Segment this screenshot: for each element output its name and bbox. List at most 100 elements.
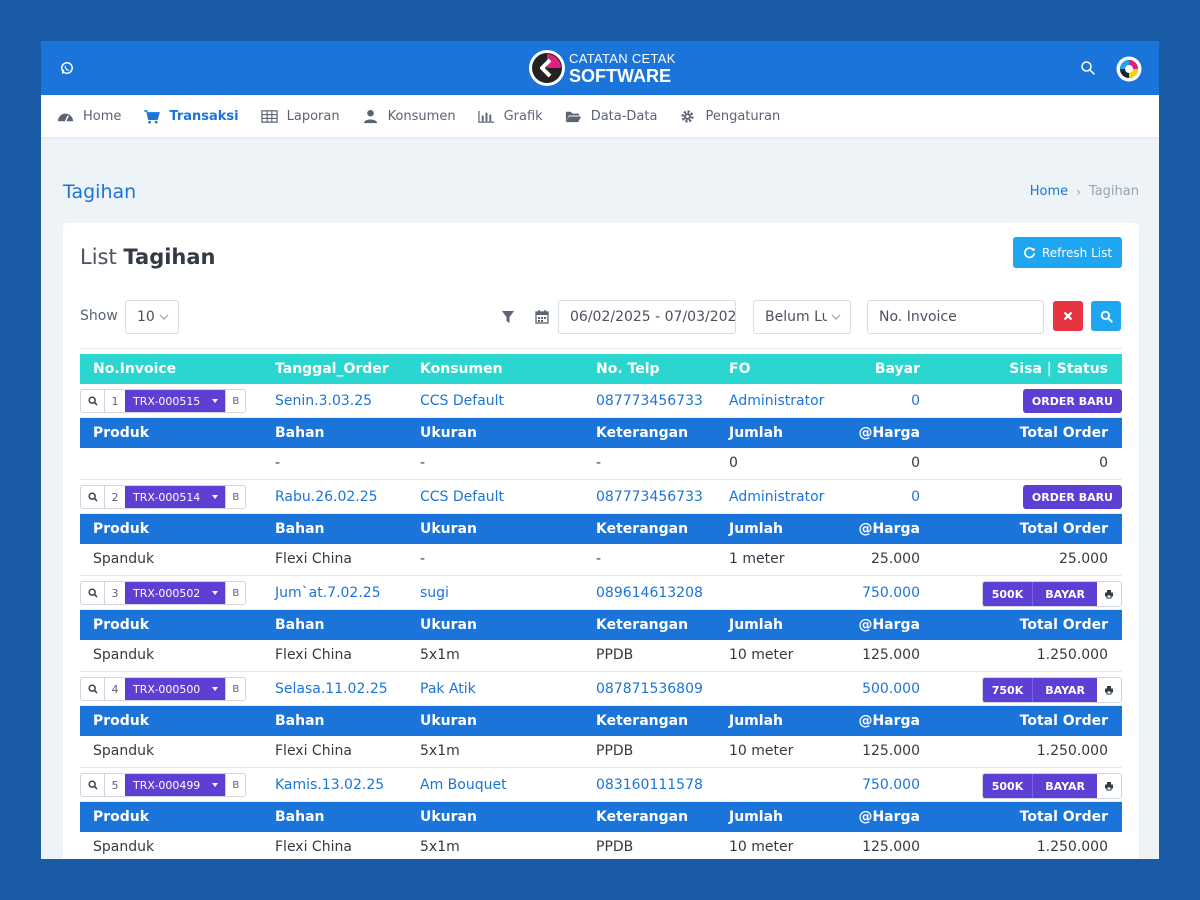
- sub-header-note: Keterangan: [596, 425, 689, 441]
- col-header-status[interactable]: Sisa | Status: [1009, 361, 1108, 377]
- refresh-list-button[interactable]: Refresh List: [1013, 237, 1122, 268]
- invoice-button-group: 5 TRX-000499 B: [80, 773, 247, 797]
- view-invoice-button[interactable]: [81, 486, 105, 508]
- search-icon: [87, 396, 98, 406]
- product-header-row: Produk Bahan Ukuran Keterangan Jumlah @H…: [80, 418, 1122, 448]
- sub-header-price: @Harga: [858, 425, 920, 441]
- whatsapp-icon[interactable]: [60, 61, 74, 75]
- nav-item-data-data[interactable]: Data-Data: [565, 109, 657, 124]
- sub-header-material: Bahan: [275, 425, 325, 441]
- clear-filter-button[interactable]: [1053, 301, 1083, 331]
- invoice-dropdown-button[interactable]: TRX-000502: [125, 582, 226, 604]
- product-row: Spanduk Flexi China 5x1m PPDB 10 meter 1…: [80, 832, 1122, 859]
- chevron-down-icon: [159, 314, 169, 320]
- view-invoice-button[interactable]: [81, 582, 105, 604]
- pay-button[interactable]: BAYAR: [1032, 582, 1097, 606]
- nav-item-grafik[interactable]: Grafik: [477, 109, 543, 124]
- invoice-b-button[interactable]: B: [225, 678, 245, 700]
- search-icon: [87, 780, 98, 790]
- customer-link[interactable]: CCS Default: [420, 489, 505, 505]
- product-price: 125.000: [862, 839, 920, 855]
- product-price: 25.000: [871, 551, 920, 567]
- table-row: 3 TRX-000502 B Jum`at.7.02.25 sugi 08961…: [80, 576, 1122, 610]
- col-header-fo[interactable]: FO: [729, 361, 751, 377]
- product-material: Flexi China: [275, 743, 352, 759]
- customer-link[interactable]: Pak Atik: [420, 681, 476, 697]
- print-button[interactable]: [1097, 678, 1121, 702]
- invoice-dropdown-button[interactable]: TRX-000515: [125, 390, 226, 412]
- phone-link[interactable]: 087871536809: [596, 681, 703, 697]
- user-avatar-icon[interactable]: [1116, 56, 1142, 82]
- customer-link[interactable]: Am Bouquet: [420, 777, 507, 793]
- close-icon: [1063, 311, 1073, 321]
- invoice-dropdown-button[interactable]: TRX-000499: [125, 774, 226, 796]
- status-badge[interactable]: ORDER BARU: [1022, 389, 1122, 413]
- invoice-dropdown-button[interactable]: TRX-000500: [125, 678, 226, 700]
- phone-link[interactable]: 089614613208: [596, 585, 703, 601]
- nav-item-home[interactable]: Home: [57, 109, 121, 124]
- sub-header-price: @Harga: [858, 713, 920, 729]
- search-icon[interactable]: [1080, 60, 1096, 76]
- product-material: Flexi China: [275, 551, 352, 567]
- product-total: 1.250.000: [1036, 647, 1108, 663]
- sub-header-qty: Jumlah: [729, 521, 783, 537]
- page-title: Tagihan: [63, 181, 137, 203]
- col-header-customer[interactable]: Konsumen: [420, 361, 503, 377]
- search-button[interactable]: [1091, 301, 1121, 331]
- phone-link[interactable]: 087773456733: [596, 393, 703, 409]
- col-header-phone[interactable]: No. Telp: [596, 361, 660, 377]
- product-total: 1.250.000: [1036, 743, 1108, 759]
- view-invoice-button[interactable]: [81, 390, 105, 412]
- sub-header-price: @Harga: [858, 617, 920, 633]
- invoice-b-button[interactable]: B: [225, 486, 245, 508]
- view-invoice-button[interactable]: [81, 678, 105, 700]
- sub-header-product: Produk: [93, 713, 150, 729]
- view-invoice-button[interactable]: [81, 774, 105, 796]
- print-button[interactable]: [1097, 582, 1121, 606]
- product-row: - - - 0 0 0: [80, 448, 1122, 480]
- sub-header-total: Total Order: [1019, 617, 1108, 633]
- invoice-dropdown-button[interactable]: TRX-000514: [125, 486, 226, 508]
- nav-item-konsumen[interactable]: Konsumen: [362, 109, 456, 124]
- search-icon: [1100, 310, 1113, 323]
- refresh-list-label: Refresh List: [1041, 245, 1113, 260]
- nav-item-laporan[interactable]: Laporan: [260, 109, 340, 124]
- invoice-b-button[interactable]: B: [225, 582, 245, 604]
- folder-open-icon: [565, 111, 581, 122]
- invoice-search-input[interactable]: [867, 300, 1044, 334]
- sub-header-size: Ukuran: [420, 713, 477, 729]
- table-row: 1 TRX-000515 B Senin.3.03.25 CCS Default…: [80, 384, 1122, 418]
- invoice-button-group: 4 TRX-000500 B: [80, 677, 247, 701]
- col-header-invoice[interactable]: No.Invoice: [93, 361, 177, 377]
- col-header-paid[interactable]: Bayar: [874, 361, 920, 377]
- print-button[interactable]: [1097, 774, 1121, 798]
- pay-button[interactable]: BAYAR: [1032, 678, 1097, 702]
- pay-button[interactable]: BAYAR: [1032, 774, 1097, 798]
- status-badge[interactable]: ORDER BARU: [1022, 485, 1122, 509]
- product-row: Spanduk Flexi China 5x1m PPDB 10 meter 1…: [80, 736, 1122, 768]
- payment-status-select[interactable]: Belum Lunas: [753, 300, 851, 334]
- invoice-button-group: 1 TRX-000515 B: [80, 389, 247, 413]
- invoice-b-button[interactable]: B: [225, 774, 245, 796]
- caret-down-icon: [212, 495, 219, 499]
- col-header-date[interactable]: Tanggal_Order: [275, 361, 389, 377]
- breadcrumb-home-link[interactable]: Home: [1029, 184, 1069, 199]
- sub-header-size: Ukuran: [420, 425, 477, 441]
- invoice-button-group: 3 TRX-000502 B: [80, 581, 247, 605]
- page-size-select[interactable]: 10: [125, 300, 179, 334]
- invoice-button-group: 2 TRX-000514 B: [80, 485, 247, 509]
- phone-link[interactable]: 083160111578: [596, 777, 703, 793]
- date-range-input[interactable]: 06/02/2025 - 07/03/2025: [558, 300, 736, 334]
- card-title-light: List: [80, 245, 117, 269]
- nav-item-transaksi[interactable]: Transaksi: [143, 109, 239, 124]
- nav-item-pengaturan[interactable]: Pengaturan: [679, 109, 780, 124]
- app-logo[interactable]: CATATAN CETAK SOFTWARE: [528, 49, 676, 87]
- invoice-b-button[interactable]: B: [225, 390, 245, 412]
- product-qty: 10 meter: [729, 647, 794, 663]
- customer-link[interactable]: CCS Default: [420, 393, 505, 409]
- customer-link[interactable]: sugi: [420, 585, 449, 601]
- product-header-row: Produk Bahan Ukuran Keterangan Jumlah @H…: [80, 514, 1122, 544]
- sub-header-note: Keterangan: [596, 521, 689, 537]
- nav-label: Home: [83, 108, 122, 124]
- phone-link[interactable]: 087773456733: [596, 489, 703, 505]
